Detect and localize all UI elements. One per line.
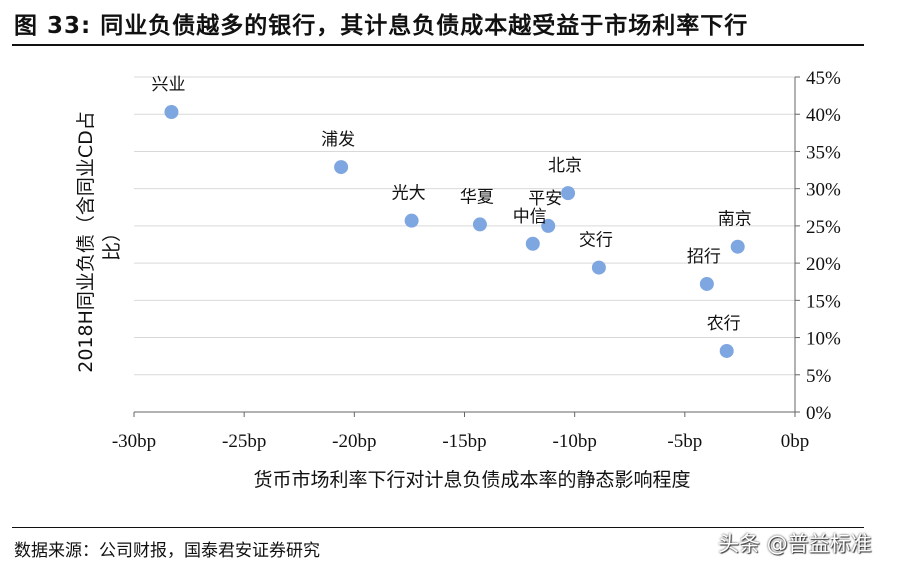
source-note: 数据来源：公司财报，国泰君安证券研究: [14, 541, 320, 561]
y-tick-label: 0%: [806, 403, 832, 424]
gridlines: [134, 76, 795, 376]
x-tick-label: -30bp: [112, 431, 156, 452]
data-point: [541, 218, 556, 233]
data-point: [525, 236, 540, 251]
data-point-label: 交行: [579, 231, 613, 251]
data-point-label: 招行: [687, 247, 721, 267]
data-point-label: 北京: [548, 156, 582, 176]
y-tick-labels: 0% 5% 10% 15% 20% 25% 30% 35% 40% 45%: [806, 68, 841, 424]
data-point: [719, 343, 734, 358]
data-point: [334, 160, 349, 175]
y-tick-label: 35%: [806, 142, 841, 163]
data-point-label: 农行: [707, 314, 741, 334]
data-point-label: 兴业: [151, 75, 185, 95]
y-tick-label: 10%: [806, 329, 841, 350]
data-point: [591, 260, 606, 275]
data-points: [164, 104, 745, 358]
data-point-label: 中信: [513, 207, 547, 227]
axes: [133, 76, 800, 417]
y-tick-label: 20%: [806, 254, 841, 275]
title-rule: [12, 44, 864, 46]
y-tick-label: 30%: [806, 180, 841, 201]
data-point: [699, 276, 714, 291]
x-tick-label: -20bp: [332, 431, 376, 452]
y-tick-label: 5%: [806, 366, 832, 387]
data-point-label: 光大: [392, 184, 426, 204]
data-point: [404, 213, 419, 228]
y-tick-label: 40%: [806, 105, 841, 126]
y-axis-title-line1: 2018H同业负债（含同业CD占: [75, 111, 97, 373]
y-axis-title: 2018H同业负债（含同业CD占 比）: [75, 111, 123, 373]
data-point-label: 平安: [528, 189, 562, 209]
x-tick-label: 0bp: [781, 431, 810, 452]
x-tick-label: -10bp: [553, 431, 597, 452]
y-tick-label: 25%: [806, 217, 841, 238]
y-axis-title-line2: 比）: [101, 223, 123, 261]
source-rule: [12, 527, 864, 528]
watermark: 头条 @普益标准: [718, 532, 872, 556]
data-point-label: 浦发: [321, 130, 355, 150]
x-tick-label: -5bp: [667, 431, 702, 452]
x-axis-title: 货币市场利率下行对计息负债成本率的静态影响程度: [253, 469, 690, 491]
data-point-label: 华夏: [460, 187, 494, 207]
y-tick-label: 15%: [806, 291, 841, 312]
data-point: [472, 217, 487, 232]
figure-title: 图 33: 同业负债越多的银行，其计息负债成本越受益于市场利率下行: [14, 13, 749, 39]
data-point: [164, 104, 179, 119]
x-tick-label: -25bp: [222, 431, 266, 452]
data-point: [730, 239, 745, 254]
data-point-label: 南京: [718, 210, 752, 230]
x-tick-labels: -30bp -25bp -20bp -15bp -10bp -5bp 0bp: [112, 431, 809, 452]
x-tick-label: -15bp: [442, 431, 486, 452]
data-point: [561, 186, 576, 201]
y-tick-label: 45%: [806, 68, 841, 89]
